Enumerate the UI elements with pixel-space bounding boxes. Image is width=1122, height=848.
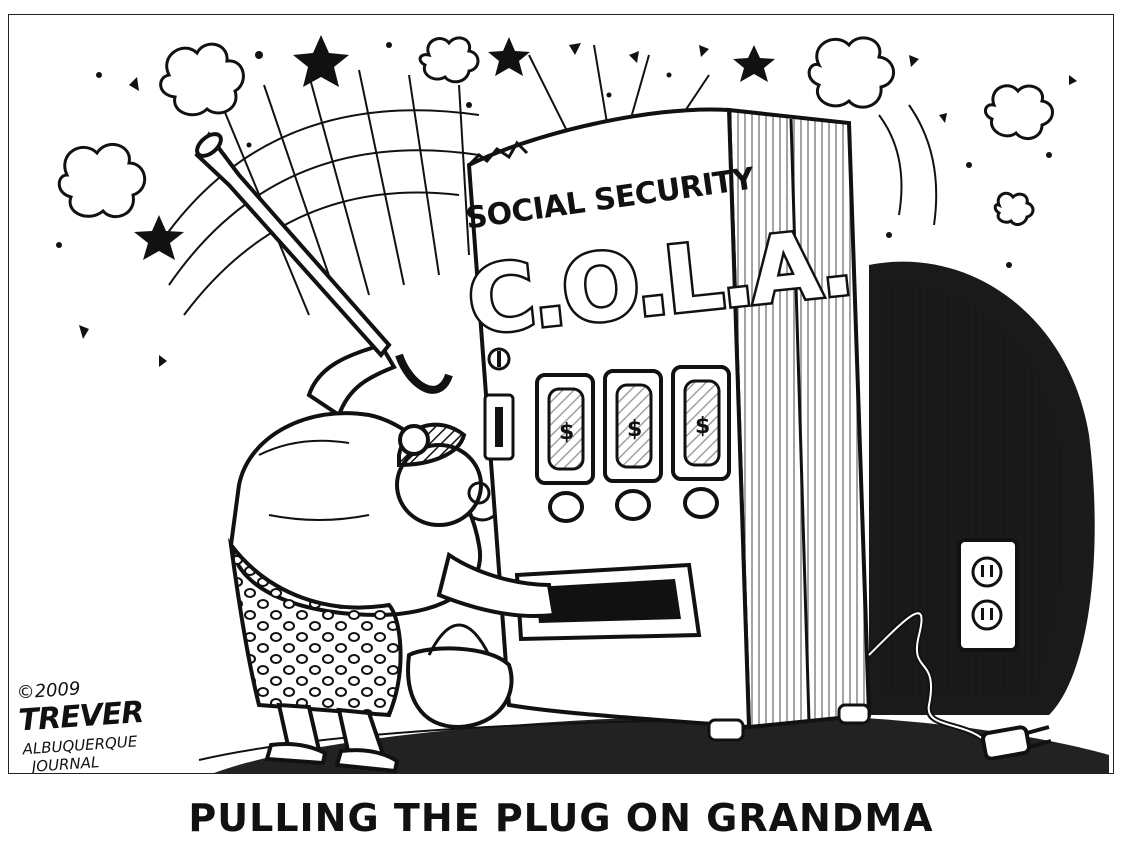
signature-artist: TREVER [17, 695, 144, 739]
grandma [228, 342, 557, 773]
electric-plug-icon [866, 610, 1052, 761]
handbag-icon [406, 646, 514, 730]
artist-signature: ©2009 TREVER ALBUQUERQUE JOURNAL [16, 678, 144, 774]
select-buttons [548, 487, 719, 523]
vending-machine: SOCIAL SECURITY C.O.L.A. $ $ $ [460, 107, 872, 742]
power-outlet-icon [957, 538, 1019, 652]
dollar-can-icon: $ [535, 373, 595, 485]
svg-text:$: $ [559, 420, 574, 445]
star-icon [134, 35, 775, 260]
cloud-icon [57, 36, 1054, 226]
signature-publication-line2: JOURNAL [28, 753, 100, 774]
signature-year: ©2009 [16, 678, 81, 703]
cartoon-illustration: SOCIAL SECURITY C.O.L.A. $ $ $ [16, 35, 1109, 774]
cartoon-frame: SOCIAL SECURITY C.O.L.A. $ $ $ [8, 14, 1114, 774]
impact-lines [158, 44, 938, 316]
dollar-can-icon: $ [603, 369, 663, 483]
cartoon-caption: PULLING THE PLUG ON GRANDMA [188, 796, 934, 840]
svg-text:$: $ [695, 414, 710, 439]
dollar-can-icon: $ [671, 365, 731, 481]
svg-text:$: $ [627, 417, 642, 442]
debris [56, 42, 1077, 367]
cane-icon [194, 131, 453, 394]
